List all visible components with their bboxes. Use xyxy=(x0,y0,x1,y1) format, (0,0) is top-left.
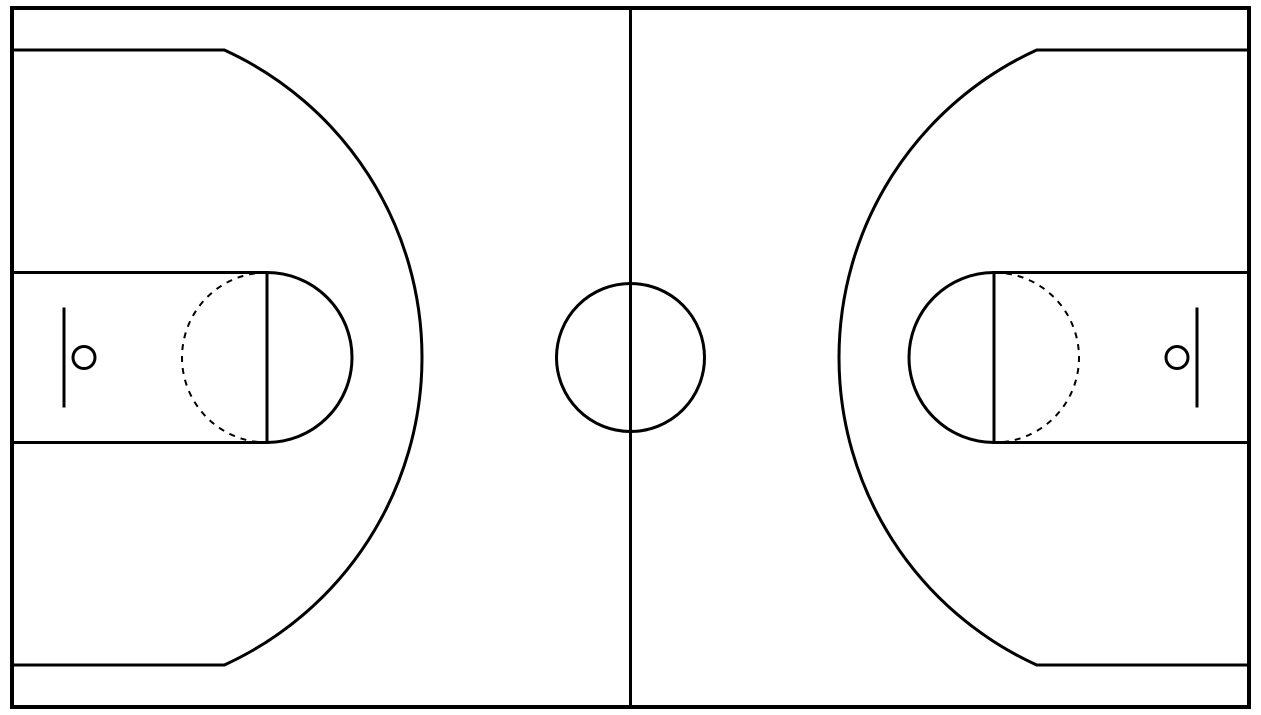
ft-circle-dashed-right xyxy=(994,273,1079,443)
ft-circle-solid-left xyxy=(267,273,352,443)
ft-circle-solid-right xyxy=(909,273,994,443)
lane-left xyxy=(12,273,267,443)
lane-right xyxy=(994,273,1249,443)
basketball-court xyxy=(0,0,1261,715)
rim-left xyxy=(73,347,95,369)
rim-right xyxy=(1166,347,1188,369)
ft-circle-dashed-left xyxy=(182,273,267,443)
